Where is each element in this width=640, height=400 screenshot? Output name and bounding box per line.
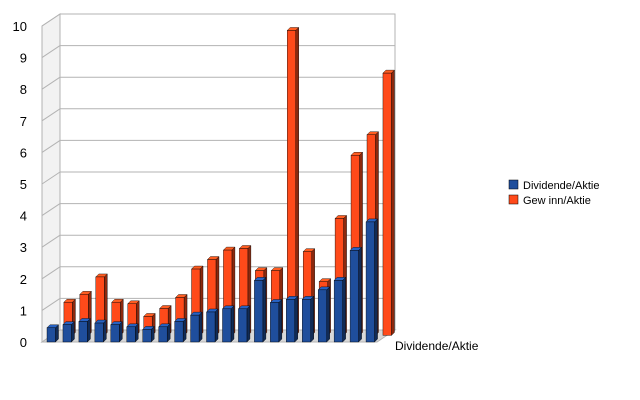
gridline-side bbox=[41, 266, 61, 280]
y-tick-label: 9 bbox=[20, 51, 27, 66]
gridline-side bbox=[41, 76, 61, 90]
legend-label: Gew inn/Aktie bbox=[523, 195, 591, 207]
gridline-side bbox=[41, 203, 61, 217]
legend: Dividende/Aktie Gew inn/Aktie bbox=[508, 179, 599, 207]
y-tick-label: 6 bbox=[20, 145, 27, 160]
bar-series1-15 bbox=[285, 295, 299, 343]
gridline-side bbox=[41, 234, 61, 248]
bar-series1-16 bbox=[301, 295, 315, 343]
bar-series1-4 bbox=[110, 321, 123, 343]
y-tick-label: 8 bbox=[20, 82, 27, 97]
legend-label: Dividende/Aktie bbox=[523, 180, 599, 192]
bar-series1-11 bbox=[221, 305, 235, 343]
bar-series1-6 bbox=[142, 325, 155, 343]
legend-swatch bbox=[508, 179, 519, 190]
gridline-side bbox=[41, 45, 61, 59]
y-tick-label: 0 bbox=[20, 335, 27, 350]
bar-series1-7 bbox=[158, 323, 171, 343]
bar-series1-13 bbox=[253, 276, 267, 343]
legend-swatch bbox=[508, 194, 519, 205]
bar-series1-1 bbox=[62, 321, 75, 343]
bar-series1-0 bbox=[46, 324, 59, 343]
bar-series1-5 bbox=[126, 323, 139, 343]
bar-series2-20 bbox=[382, 69, 395, 336]
y-tick-label: 5 bbox=[20, 177, 27, 192]
bar-series1-12 bbox=[237, 305, 251, 343]
gridline-side bbox=[41, 297, 61, 311]
y-tick-label: 1 bbox=[20, 303, 27, 318]
bar-series1-9 bbox=[190, 311, 203, 343]
bar-series1-18 bbox=[333, 276, 347, 343]
y-tick-label: 10 bbox=[13, 19, 27, 34]
bar-series2-11 bbox=[238, 245, 252, 336]
x-axis-label: Dividende/Aktie bbox=[395, 339, 479, 353]
bar-series1-19 bbox=[349, 246, 363, 343]
y-tick-labels: 0 1 2 3 4 5 6 7 8 9 10 bbox=[13, 19, 27, 350]
bar-series1-17 bbox=[317, 286, 331, 343]
bar-series1-3 bbox=[94, 319, 107, 343]
y-tick-label: 3 bbox=[20, 240, 27, 255]
bar-series1-10 bbox=[206, 308, 219, 343]
bar-series2-14 bbox=[286, 26, 300, 336]
gridline-side bbox=[41, 13, 61, 27]
gridline-side bbox=[41, 171, 61, 185]
gridline-side bbox=[41, 139, 61, 153]
y-tick-label: 4 bbox=[20, 209, 27, 224]
gridline-side bbox=[41, 108, 61, 122]
bars bbox=[46, 26, 395, 343]
bar-series1-2 bbox=[78, 317, 91, 343]
bar-series1-14 bbox=[269, 299, 283, 343]
y-tick-label: 2 bbox=[20, 272, 27, 287]
bar-series1-8 bbox=[174, 317, 187, 343]
bar-series1-20 bbox=[365, 218, 379, 343]
y-tick-label: 7 bbox=[20, 114, 27, 129]
